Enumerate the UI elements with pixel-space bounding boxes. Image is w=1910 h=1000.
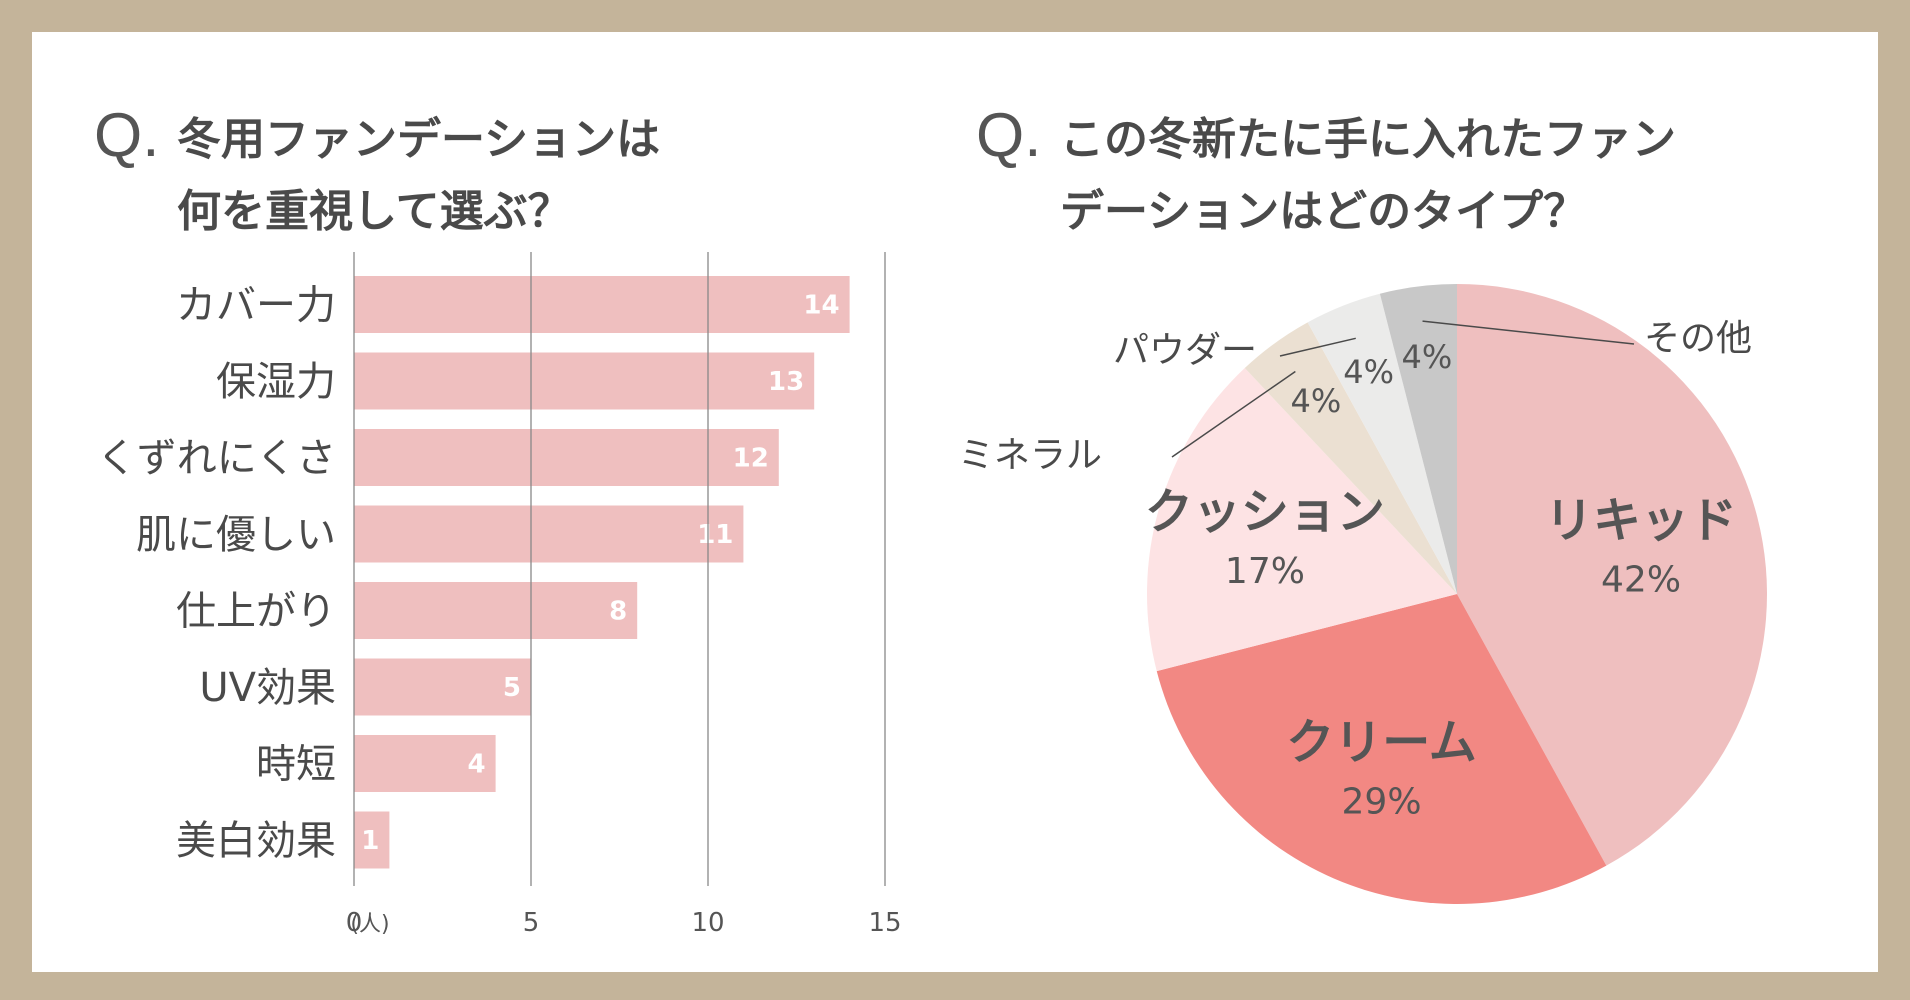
bar-category-label: 保湿力 (216, 359, 336, 405)
pie-leader-line (1279, 337, 1356, 357)
x-tick-label: 10 (691, 908, 724, 938)
bar-category-label: UV効果 (199, 665, 336, 711)
bar-chart-q-mark: Q. (94, 101, 159, 170)
bar-3 (354, 505, 744, 563)
bar-value-label: 11 (697, 520, 733, 550)
pie-chart-title-line1: この冬新たに手に入れたファン (1060, 114, 1676, 165)
bar-category-label: 美白効果 (176, 818, 336, 864)
bar-value-label: 14 (803, 291, 839, 321)
bar-category-label: カバー力 (176, 283, 336, 329)
pie-leader-line (1422, 320, 1635, 345)
bar-4 (354, 582, 638, 639)
x-tick-label: 15 (868, 908, 901, 938)
pie-slice-name: クリーム (1286, 714, 1477, 770)
pie-slice-5 (1379, 284, 1457, 594)
bar-chart-title-line2: 何を重視して選ぶ？ (177, 186, 572, 237)
pie-slice-4 (1307, 293, 1457, 594)
bar-2 (354, 429, 779, 486)
pie-slice-percent: 29% (1342, 781, 1422, 822)
bar-value-label: 8 (609, 597, 627, 627)
chart-panel: Q. 冬用ファンデーションは 何を重視して選ぶ？ カバー力 14 保湿力 13 くずれに… (32, 32, 1878, 972)
pie-slice-3 (1244, 322, 1457, 594)
bar-7 (354, 811, 390, 869)
bar-category-label: 肌に優しい (136, 512, 336, 558)
pie-slice-percent: 4% (1291, 382, 1342, 420)
pie-slice-name: その他 (1644, 318, 1752, 359)
pie-chart-title-line2: デーションはどのタイプ？ (1060, 186, 1587, 237)
bar-chart-title-line1: 冬用ファンデーションは (177, 114, 660, 165)
bar-category-label: 時短 (256, 742, 336, 788)
x-unit-label: (人) (350, 912, 389, 937)
bar-chart: カバー力 14 保湿力 13 くずれにくさ 12 肌に優しい 11 仕上がり 8 UV効果 5 時短 4 美… (97, 252, 902, 938)
pie-slice-percent: 4% (1343, 353, 1394, 391)
pie-slice-percent: 17% (1225, 551, 1305, 592)
pie-slice-name: パウダー (1113, 330, 1257, 371)
bar-0 (354, 276, 850, 333)
x-tick-label: 5 (523, 908, 540, 938)
bar-1 (354, 352, 815, 410)
bar-value-label: 1 (361, 826, 379, 856)
pie-slice-0 (1457, 284, 1768, 866)
bar-category-label: 仕上がり (176, 589, 336, 635)
bar-5 (354, 658, 531, 716)
pie-slice-1 (1156, 594, 1607, 904)
pie-slice-name: クッション (1145, 484, 1385, 540)
bar-value-label: 4 (468, 750, 486, 780)
bar-value-label: 12 (733, 444, 769, 474)
pie-slice-percent: 4% (1402, 338, 1453, 376)
pie-leader-line (1171, 370, 1296, 458)
pie-slice-name: ミネラル (958, 435, 1102, 476)
bar-6 (354, 735, 496, 792)
pie-slice-name: リキッド (1545, 493, 1737, 549)
bar-value-label: 5 (503, 673, 521, 703)
pie-slice-percent: 42% (1601, 560, 1681, 601)
bar-category-label: くずれにくさ (97, 436, 336, 482)
pie-chart-q-mark: Q. (976, 101, 1041, 170)
x-tick-label: 0 (346, 908, 363, 938)
bar-value-label: 13 (768, 367, 804, 397)
pie-slice-2 (1147, 368, 1457, 672)
pie-chart: リキッド 42% クリーム 29% クッション 17% 4% ミネラル 4% パウダー 4% その他 (958, 284, 1768, 904)
